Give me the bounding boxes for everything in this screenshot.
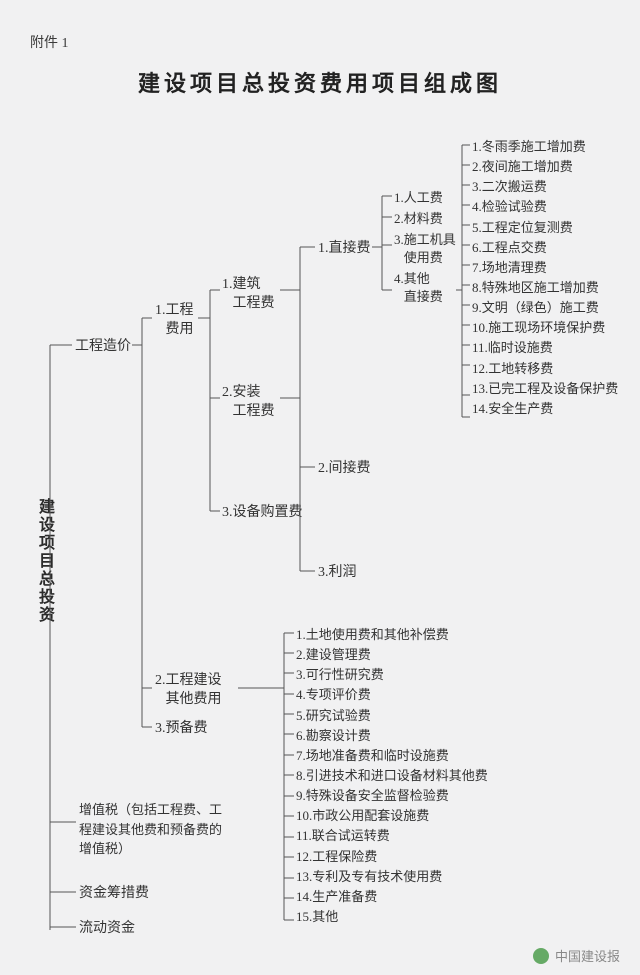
- list-item: 5.工程定位复测费: [472, 218, 618, 238]
- list-item: 5.研究试验费: [296, 706, 488, 726]
- list-item: 6.工程点交费: [472, 238, 618, 258]
- page-title: 建设项目总投资费用项目组成图: [0, 66, 640, 98]
- list-item: 11.临时设施费: [472, 338, 618, 358]
- node-other-direct: 4.其他 直接费: [394, 270, 443, 305]
- node-profit: 3.利润: [318, 564, 357, 583]
- list-item: 10.施工现场环境保护费: [472, 318, 618, 338]
- txt: 3.施工机具 使用费: [394, 232, 456, 265]
- node-financing: 资金筹措费: [79, 885, 149, 904]
- appendix-label: 附件 1: [30, 32, 69, 52]
- txt: 2.工程建设 其他费用: [155, 673, 222, 707]
- list-item: 14.安全生产费: [472, 399, 618, 419]
- diagram-page: 附件 1 建设项目总投资费用项目组成图 建设项目总投资 工程造价 增值税（包括工…: [0, 0, 640, 975]
- node-working: 流动资金: [79, 920, 135, 939]
- watermark: 中国建设报: [533, 946, 620, 965]
- list-item: 9.文明（绿色）施工费: [472, 298, 618, 318]
- list-item: 9.特殊设备安全监督检验费: [296, 786, 488, 806]
- txt: 2.安装 工程费: [222, 385, 275, 419]
- node-machine: 3.施工机具 使用费: [394, 231, 456, 266]
- list-item: 12.工程保险费: [296, 847, 488, 867]
- txt: 4.其他 直接费: [394, 271, 443, 304]
- list-item: 8.引进技术和进口设备材料其他费: [296, 766, 488, 786]
- list-item: 10.市政公用配套设施费: [296, 806, 488, 826]
- list-item: 8.特殊地区施工增加费: [472, 278, 618, 298]
- node-indirect: 2.间接费: [318, 460, 371, 479]
- node-labor: 1.人工费: [394, 189, 443, 207]
- list-item: 12.工地转移费: [472, 359, 618, 379]
- node-eng-fee: 1.工程 费用: [155, 302, 194, 340]
- list-item: 13.已完工程及设备保护费: [472, 379, 618, 399]
- node-material: 2.材料费: [394, 210, 443, 228]
- txt: 1.工程 费用: [155, 303, 194, 337]
- list-item: 4.检验试验费: [472, 197, 618, 217]
- root-label: 建设项目总投资: [32, 498, 56, 624]
- list-item: 14.生产准备费: [296, 887, 488, 907]
- list-item: 1.冬雨季施工增加费: [472, 137, 618, 157]
- list-item: 3.可行性研究费: [296, 665, 488, 685]
- list-item: 7.场地清理费: [472, 258, 618, 278]
- list-item: 2.建设管理费: [296, 645, 488, 665]
- other-fee-list: 1.土地使用费和其他补偿费2.建设管理费3.可行性研究费4.专项评价费5.研究试…: [296, 625, 488, 927]
- list-item: 4.专项评价费: [296, 685, 488, 705]
- node-cost: 工程造价: [75, 338, 131, 357]
- txt: 1.建筑 工程费: [222, 277, 275, 311]
- list-item: 7.场地准备费和临时设施费: [296, 746, 488, 766]
- node-install-fee: 2.安装 工程费: [222, 384, 275, 422]
- list-item: 13.专利及专有技术使用费: [296, 867, 488, 887]
- watermark-text: 中国建设报: [555, 946, 620, 965]
- list-item: 6.勘察设计费: [296, 726, 488, 746]
- node-reserve: 3.预备费: [155, 720, 208, 739]
- node-equip-fee: 3.设备购置费: [222, 504, 303, 523]
- list-item: 2.夜间施工增加费: [472, 157, 618, 177]
- other-direct-list: 1.冬雨季施工增加费2.夜间施工增加费3.二次搬运费4.检验试验费5.工程定位复…: [472, 137, 618, 419]
- list-item: 15.其他: [296, 907, 488, 927]
- node-vat: 增值税（包括工程费、工程建设其他费和预备费的增值税）: [79, 800, 224, 859]
- list-item: 1.土地使用费和其他补偿费: [296, 625, 488, 645]
- wechat-icon: [533, 948, 549, 964]
- list-item: 11.联合试运转费: [296, 826, 488, 846]
- list-item: 3.二次搬运费: [472, 177, 618, 197]
- node-build-fee: 1.建筑 工程费: [222, 276, 275, 314]
- node-direct: 1.直接费: [318, 240, 371, 259]
- node-other-fee: 2.工程建设 其他费用: [155, 672, 222, 710]
